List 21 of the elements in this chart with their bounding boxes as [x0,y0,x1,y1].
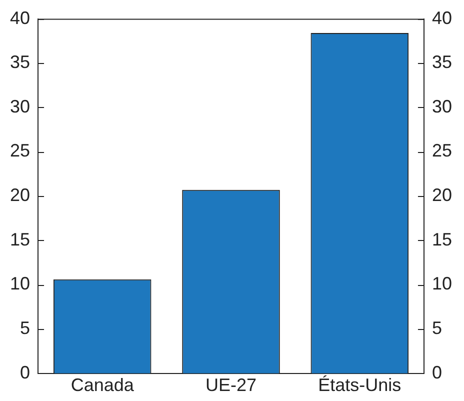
y2-tick-label: 15 [432,229,452,250]
y2-tick-label: 30 [432,96,452,116]
y-tick-label: 25 [10,140,30,161]
y-tick-label: 10 [10,274,30,294]
y-tick-label: 30 [10,96,30,116]
y-tick-label: 15 [10,229,30,250]
y-tick-label: 20 [10,185,30,206]
x-tick-label: Canada [70,375,135,396]
y2-tick-label: 20 [432,185,452,206]
y-tick-label: 40 [10,8,30,28]
y-tick-label: 35 [10,52,30,72]
y2-tick-label: 25 [432,140,452,161]
y-tick-label: 5 [20,318,30,338]
y2-tick-label: 0 [432,362,442,382]
y2-tick-label: 40 [432,8,452,28]
y2-tick-label: 5 [432,318,442,338]
y2-tick-label: 10 [432,274,452,294]
y2-tick-label: 35 [432,52,452,72]
x-tick-label: États-Unis [318,375,402,396]
x-tick-label: UE-27 [205,375,257,396]
y-tick-label: 0 [20,362,30,382]
